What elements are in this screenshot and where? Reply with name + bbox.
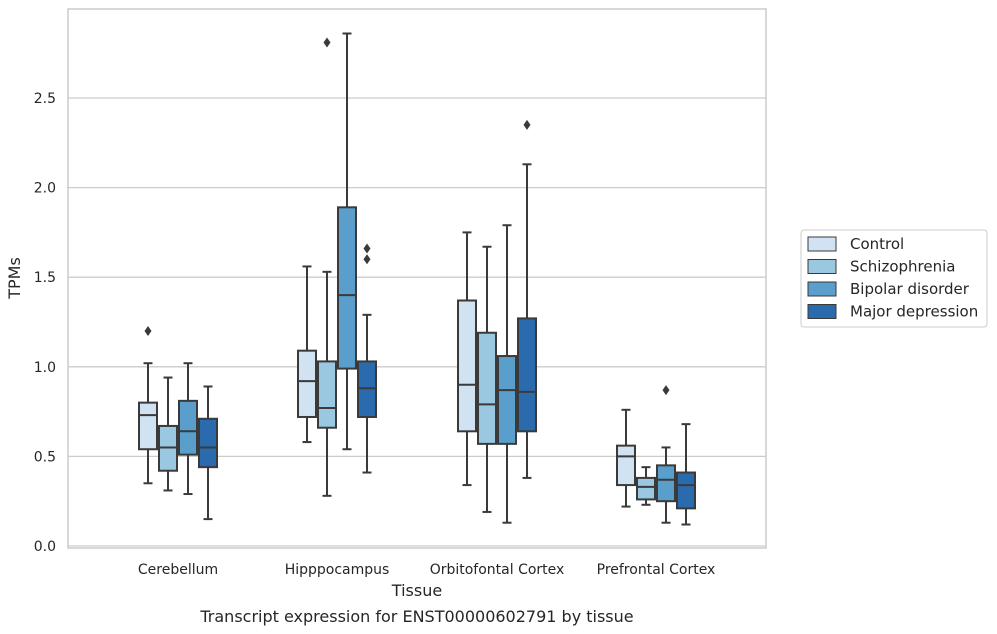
box-group [477, 245, 497, 513]
y-tick-label: 1.0 [34, 360, 56, 376]
box [656, 464, 676, 503]
box [616, 444, 636, 487]
y-tick-label: 0.5 [34, 449, 56, 465]
box-group [317, 37, 337, 497]
x-tick-label: Orbitofontal Cortex [430, 562, 565, 578]
legend-frame [800, 229, 988, 328]
boxes [138, 32, 696, 526]
box-group [178, 362, 198, 496]
box [138, 401, 158, 451]
legend-label: Control [850, 235, 904, 253]
legend-swatch [807, 236, 837, 252]
box [477, 331, 497, 445]
x-tick-label: Cerebellum [138, 562, 218, 578]
legend-swatch [807, 281, 837, 297]
y-tick-labels: 0.0 0.5 1.0 1.5 2.0 2.5 [34, 91, 56, 555]
box-group [297, 265, 317, 444]
box [497, 355, 517, 445]
y-axis-label: TPMs [5, 257, 24, 300]
outlier-point [363, 254, 371, 265]
chart-caption: Transcript expression for ENST0000060279… [199, 607, 633, 626]
outlier-point [662, 385, 670, 396]
x-axis-label: Tissue [391, 581, 442, 600]
box-group [337, 32, 357, 451]
outlier-point [144, 325, 152, 336]
y-tick-label: 2.5 [34, 91, 56, 107]
box [676, 471, 696, 510]
box-group [656, 385, 676, 524]
y-tick-label: 1.5 [34, 270, 56, 286]
box [297, 349, 317, 418]
outlier-point [363, 243, 371, 254]
box-group [198, 385, 218, 521]
legend: Control Schizophrenia Bipolar disorder Majo… [800, 229, 988, 328]
box-group [158, 376, 178, 492]
outlier-point [523, 119, 531, 130]
box [337, 206, 357, 370]
box [198, 417, 218, 469]
box-group [457, 231, 477, 487]
box-group [676, 423, 696, 526]
box-group [636, 466, 656, 506]
box-group [616, 408, 636, 508]
box-group [357, 243, 377, 474]
legend-swatch [807, 259, 837, 274]
plot-frame [67, 8, 767, 549]
y-tick-label: 0.0 [34, 539, 56, 555]
x-tick-labels: Cerebellum Hipppocampus Orbitofontal Corte… [138, 562, 715, 578]
y-tick-label: 2.0 [34, 181, 56, 197]
box [636, 476, 656, 501]
outlier-point [323, 37, 331, 48]
box [517, 317, 537, 433]
legend-label: Major depression [850, 303, 978, 321]
legend-entries: Control Schizophrenia Bipolar disorder Majo… [807, 235, 978, 321]
x-tick-label: Hipppocampus [285, 562, 390, 578]
legend-label: Bipolar disorder [850, 280, 970, 298]
box-group [497, 224, 517, 524]
grid-lines [68, 97, 766, 547]
legend-label: Schizophrenia [850, 258, 955, 276]
box-group [517, 119, 537, 479]
legend-swatch [807, 304, 837, 319]
x-tick-label: Prefrontal Cortex [597, 562, 716, 578]
box [317, 360, 337, 429]
box-group [138, 325, 158, 485]
box [178, 399, 198, 456]
box [457, 299, 477, 433]
